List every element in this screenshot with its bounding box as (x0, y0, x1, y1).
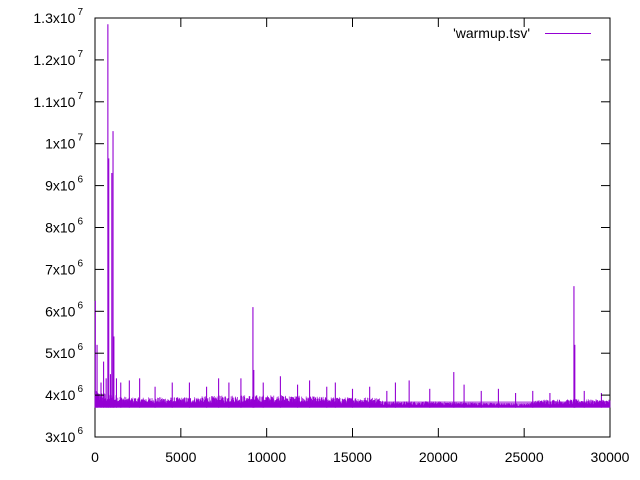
y-tick-label: 1.3x10 7 (33, 7, 83, 26)
y-tick-label: 5x10 6 (45, 342, 83, 361)
y-tick-label: 8x10 6 (45, 217, 83, 236)
legend: 'warmup.tsv' (453, 25, 591, 41)
y-tick-label: 9x10 6 (45, 175, 83, 194)
x-tick-label: 25000 (505, 449, 544, 465)
legend-label: 'warmup.tsv' (453, 25, 530, 41)
y-tick-exponent: 6 (77, 342, 83, 353)
y-tick-label: 1x10 7 (45, 133, 83, 152)
y-tick-exponent: 7 (77, 7, 83, 18)
y-tick-label: 3x10 6 (45, 426, 83, 445)
y-tick-mantissa: 1.2x10 (33, 52, 75, 68)
x-tick-label: 10000 (247, 449, 286, 465)
y-tick-mantissa: 1.3x10 (33, 10, 75, 26)
y-tick-mantissa: 1.1x10 (33, 94, 75, 110)
x-tick-label: 15000 (333, 449, 372, 465)
y-tick-exponent: 6 (77, 175, 83, 186)
y-tick-mantissa: 1x10 (45, 136, 76, 152)
y-tick-exponent: 7 (77, 49, 83, 60)
y-tick-label: 6x10 6 (45, 300, 83, 319)
x-tick-label: 20000 (419, 449, 458, 465)
x-tick-label: 5000 (165, 449, 196, 465)
y-tick-mantissa: 5x10 (45, 345, 76, 361)
y-tick-label: 7x10 6 (45, 258, 83, 277)
y-tick-label: 4x10 6 (45, 384, 83, 403)
y-tick-label: 1.1x10 7 (33, 91, 83, 110)
y-tick-label: 1.2x10 7 (33, 49, 83, 68)
y-tick-exponent: 6 (77, 426, 83, 437)
x-tick-label: 30000 (591, 449, 630, 465)
y-tick-exponent: 7 (77, 133, 83, 144)
y-tick-exponent: 6 (77, 384, 83, 395)
y-tick-mantissa: 7x10 (45, 261, 76, 277)
x-tick-label: 0 (91, 449, 99, 465)
y-tick-exponent: 6 (77, 300, 83, 311)
y-tick-exponent: 6 (77, 258, 83, 269)
y-tick-mantissa: 6x10 (45, 303, 76, 319)
y-tick-mantissa: 4x10 (45, 387, 76, 403)
y-tick-mantissa: 9x10 (45, 178, 76, 194)
y-tick-exponent: 7 (77, 91, 83, 102)
y-tick-mantissa: 3x10 (45, 429, 76, 445)
plot-frame (94, 17, 611, 438)
y-tick-mantissa: 8x10 (45, 220, 76, 236)
series-layer (94, 24, 611, 408)
y-tick-exponent: 6 (77, 217, 83, 228)
